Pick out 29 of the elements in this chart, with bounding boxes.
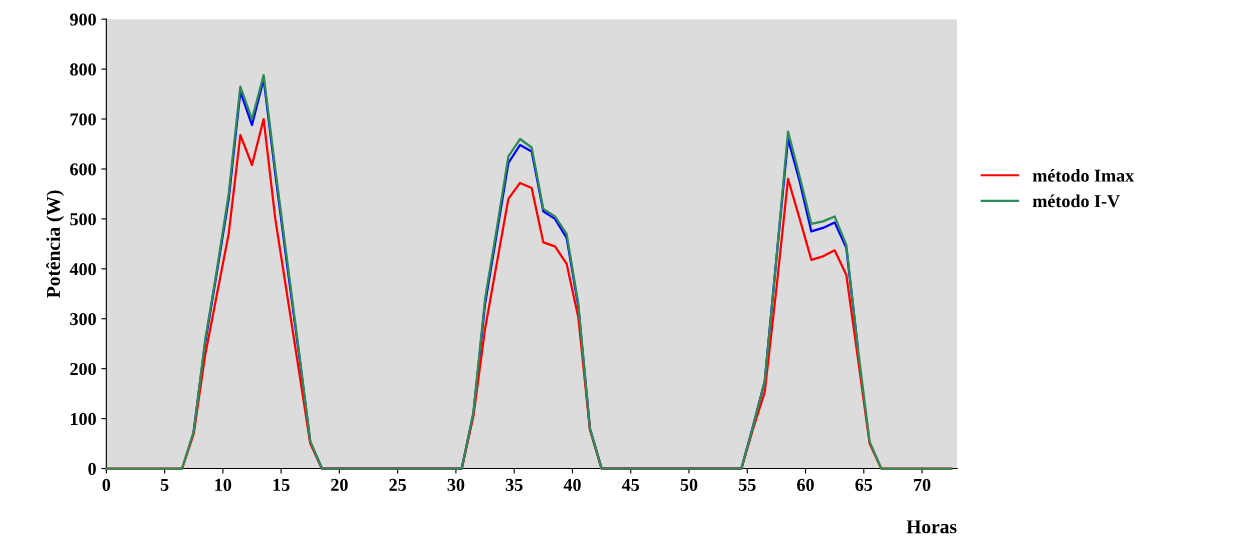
x-tick-label: 25 (389, 478, 407, 491)
x-tick-label: 5 (160, 478, 169, 491)
y-tick-label: 100 (70, 412, 96, 426)
x-tick-label: 50 (680, 478, 698, 491)
y-tick-label: 600 (70, 163, 96, 176)
y-tick-label: 500 (70, 213, 96, 226)
x-axis-title: Horas (906, 520, 957, 534)
x-tick-label: 55 (738, 478, 756, 491)
y-tick-label: 300 (70, 313, 96, 326)
y-tick-label: 900 (70, 13, 96, 26)
y-tick-label: 0 (88, 462, 96, 475)
x-tick-label: 10 (215, 478, 232, 491)
legend-label: método Imax (1032, 169, 1135, 182)
x-tick-label: 30 (447, 478, 465, 491)
y-tick-label: 200 (70, 362, 96, 376)
x-tick-label: 70 (914, 478, 931, 491)
x-tick-label: 20 (331, 478, 348, 491)
x-tick-label: 40 (563, 478, 581, 491)
x-tick-label: 15 (273, 478, 290, 491)
x-tick-label: 45 (621, 478, 640, 491)
y-tick-label: 400 (69, 263, 96, 276)
x-tick-label: 65 (855, 478, 873, 491)
y-axis-title: Potência (W) (46, 190, 64, 298)
legend-label: método I-V (1032, 194, 1120, 208)
x-tick-label: 0 (102, 478, 111, 491)
y-tick-label: 700 (70, 113, 96, 126)
x-tick-label: 60 (797, 478, 814, 491)
y-tick-label: 800 (70, 63, 96, 76)
x-tick-label: 35 (505, 478, 523, 491)
